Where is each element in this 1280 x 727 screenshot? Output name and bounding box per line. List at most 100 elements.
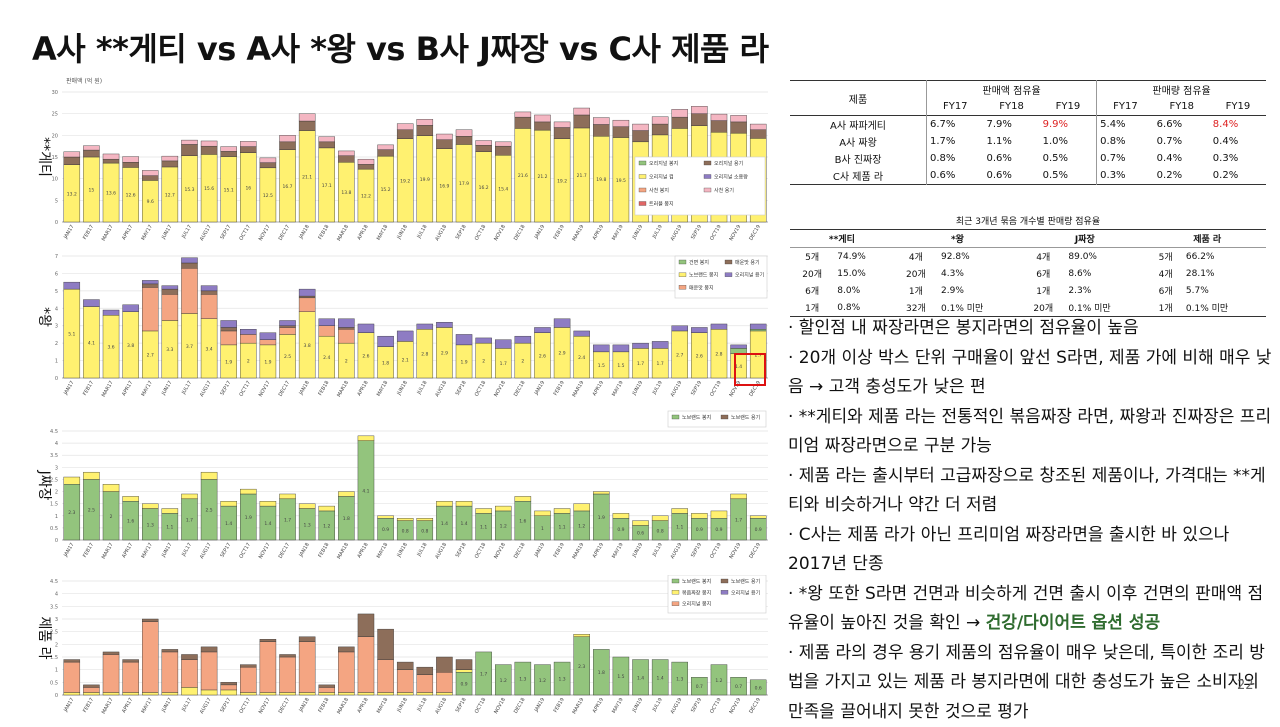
data-label: 12.6 xyxy=(126,193,136,199)
bar-segment xyxy=(142,619,158,622)
bar-segment xyxy=(260,692,276,695)
bar-segment xyxy=(711,511,727,518)
cell: 0.3% xyxy=(1210,150,1266,167)
x-tick-label: AUG18 xyxy=(434,697,448,715)
legend-entry: 오리지널 용기 xyxy=(731,589,760,596)
cell: 0.8% xyxy=(927,150,984,167)
cell: 7.9% xyxy=(984,116,1040,134)
y-tick-label: 3.5 xyxy=(50,453,58,459)
data-label: 17.1 xyxy=(322,183,332,189)
data-label: 1.8 xyxy=(343,516,350,522)
y-tick-label: 6 xyxy=(55,271,58,277)
cell: 9.9% xyxy=(1040,116,1097,134)
bar-segment xyxy=(652,124,668,135)
bar-segment xyxy=(358,614,374,637)
x-tick-label: FEB19 xyxy=(553,380,566,397)
x-tick-label: AUG17 xyxy=(199,697,213,715)
bar-segment xyxy=(260,158,276,163)
bar-segment xyxy=(613,345,629,352)
bar-segment xyxy=(240,667,256,692)
bar-segment xyxy=(319,326,335,336)
panel-label: *왕 xyxy=(36,307,52,327)
x-tick-label: SEP19 xyxy=(690,697,703,714)
cell: 0.7% xyxy=(1097,150,1154,167)
bar-segment xyxy=(593,118,609,125)
bullet-item: · 제품 라는 출시부터 고급짜장으로 창조된 제품이나, 가격대는 **게티와… xyxy=(788,462,1274,521)
x-tick-label: JUN18 xyxy=(396,224,409,241)
x-tick-label: NOV18 xyxy=(493,542,507,560)
x-tick-label: SEP19 xyxy=(690,380,703,397)
y-tick-label: 4 xyxy=(55,441,58,447)
x-tick-label: AUG17 xyxy=(199,224,213,242)
bar-segment xyxy=(417,324,433,329)
bar-segment xyxy=(142,622,158,693)
bar-segment xyxy=(691,114,707,126)
bar-segment xyxy=(221,327,237,330)
x-tick-label: JUL18 xyxy=(416,697,429,713)
bar-segment xyxy=(358,637,374,693)
bar-segment xyxy=(123,660,139,663)
data-label: 2.8 xyxy=(421,352,428,358)
x-tick-label: APR17 xyxy=(121,697,134,714)
bar-segment xyxy=(476,145,492,152)
bar-segment xyxy=(103,692,119,695)
bar-segment xyxy=(672,326,688,331)
bar-segment xyxy=(378,150,394,157)
bar-segment xyxy=(338,327,354,329)
bar-segment xyxy=(64,282,80,289)
bar-segment xyxy=(64,477,80,484)
row-name: B사 진짜장 xyxy=(790,150,927,167)
data-label: 1.9 xyxy=(264,359,271,365)
data-label: 3.7 xyxy=(186,344,193,350)
legend-entry: 오리지널 소용량 xyxy=(714,174,748,181)
x-tick-label: JUN18 xyxy=(396,697,409,714)
x-tick-label: MAR17 xyxy=(101,224,115,242)
bar-segment xyxy=(279,135,295,142)
bar-segment xyxy=(319,687,335,692)
data-label: 2 xyxy=(482,359,485,365)
legend-entry: 건면 봉지 xyxy=(689,259,709,266)
bar-segment xyxy=(554,128,570,139)
cell: 74.9% xyxy=(834,248,894,266)
x-tick-label: SEP17 xyxy=(219,697,232,714)
bar-segment xyxy=(181,687,197,695)
data-label: 15 xyxy=(89,188,95,194)
data-label: 1.8 xyxy=(382,360,389,366)
data-label: 0.9 xyxy=(460,682,467,688)
legend-entry: 오리지널 컵 xyxy=(649,174,674,181)
x-tick-label: NOV18 xyxy=(493,380,507,398)
legend-swatch xyxy=(679,273,686,277)
x-tick-label: MAY19 xyxy=(611,542,625,560)
y-tick-label: 25 xyxy=(52,112,58,118)
bar-segment xyxy=(397,130,413,139)
data-label: 0.7 xyxy=(735,684,742,690)
x-tick-label: JAN17 xyxy=(62,697,75,714)
x-tick-label: FEB17 xyxy=(82,224,95,241)
x-tick-label: FEB17 xyxy=(82,380,95,397)
data-label: 2.5 xyxy=(88,508,95,514)
y-tick-label: 3.5 xyxy=(50,604,58,610)
y-tick-label: 4.5 xyxy=(50,429,58,435)
y-tick-label: 1 xyxy=(55,514,58,520)
cell: 6개 xyxy=(1021,265,1065,282)
cell: 0.2% xyxy=(1154,167,1210,185)
bar-segment xyxy=(436,657,452,672)
bar-segment xyxy=(593,345,609,352)
legend-swatch xyxy=(721,415,728,419)
bar-segment xyxy=(221,151,237,156)
bar-segment xyxy=(476,509,492,514)
x-tick-label: DEC17 xyxy=(278,224,292,242)
bar-segment xyxy=(142,284,158,287)
row-name: A사 짜파게티 xyxy=(790,116,927,134)
data-label: 0.6 xyxy=(637,531,644,537)
bar-segment xyxy=(83,300,99,307)
x-tick-label: APR17 xyxy=(121,224,134,241)
bar-segment xyxy=(299,289,315,296)
x-tick-label: APR18 xyxy=(356,542,369,559)
x-tick-label: DEC18 xyxy=(513,380,527,398)
x-tick-label: AUG17 xyxy=(199,542,213,560)
x-tick-label: AUG19 xyxy=(670,224,684,242)
cell: 5개 xyxy=(790,248,834,266)
